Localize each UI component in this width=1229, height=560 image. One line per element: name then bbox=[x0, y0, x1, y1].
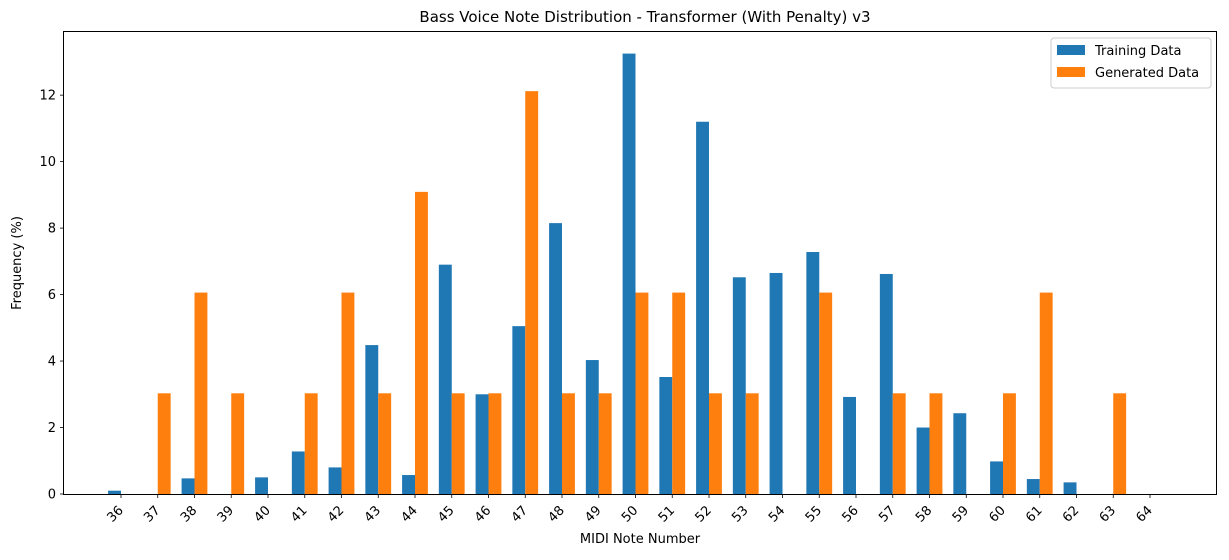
x-tick-label: 43 bbox=[362, 503, 384, 525]
bar-training-data-46 bbox=[475, 394, 489, 494]
bar-generated-data-39 bbox=[231, 393, 245, 494]
legend-label-training: Training Data bbox=[1094, 44, 1181, 59]
y-tick-label: 8 bbox=[48, 222, 56, 237]
bar-training-data-38 bbox=[181, 478, 195, 494]
bar-training-data-43 bbox=[365, 345, 379, 494]
x-tick-label: 56 bbox=[840, 503, 862, 525]
y-axis-label: Frequency (%) bbox=[10, 216, 25, 310]
x-tick-label: 54 bbox=[766, 503, 788, 525]
y-tick-label: 4 bbox=[48, 355, 56, 370]
x-tick-label: 57 bbox=[876, 503, 898, 525]
y-axis-ticks: 0 2 4 6 8 10 12 bbox=[39, 89, 64, 503]
legend-swatch-generated bbox=[1057, 67, 1085, 77]
bar-generated-data-37 bbox=[157, 393, 171, 494]
x-tick-label: 58 bbox=[913, 503, 935, 525]
bar-generated-data-60 bbox=[1003, 393, 1016, 494]
x-tick-label: 61 bbox=[1023, 503, 1045, 525]
x-axis-label: MIDI Note Number bbox=[580, 532, 701, 547]
bar-training-data-59 bbox=[953, 413, 967, 494]
bar-generated-data-61 bbox=[1039, 292, 1053, 494]
legend-swatch-training bbox=[1057, 45, 1085, 55]
bar-training-data-47 bbox=[512, 326, 526, 494]
x-tick-label: 44 bbox=[399, 503, 421, 525]
bar-training-data-62 bbox=[1063, 482, 1077, 494]
x-tick-label: 39 bbox=[215, 503, 237, 525]
bar-generated-data-57 bbox=[892, 393, 906, 494]
x-tick-label: 41 bbox=[288, 503, 310, 525]
bar-training-data-57 bbox=[879, 273, 893, 494]
y-tick-label: 10 bbox=[39, 155, 56, 170]
bar-generated-data-43 bbox=[378, 393, 392, 494]
x-tick-label: 59 bbox=[950, 503, 972, 525]
bar-generated-data-46 bbox=[488, 393, 502, 494]
x-axis-ticks: 36 37 38 39 40 41 42 43 44 45 46 47 48 49 50 51 52 53 54 55… bbox=[105, 494, 1156, 526]
x-tick-label: 63 bbox=[1097, 503, 1119, 525]
bar-generated-data-52 bbox=[709, 393, 722, 494]
bar-generated-data-51 bbox=[672, 292, 686, 494]
bar-training-data-55 bbox=[806, 252, 820, 494]
x-tick-label: 60 bbox=[987, 503, 1009, 525]
x-tick-label: 47 bbox=[509, 503, 531, 525]
bar-generated-data-50 bbox=[635, 292, 649, 494]
x-tick-label: 64 bbox=[1134, 503, 1156, 525]
bar-training-data-36 bbox=[108, 490, 121, 494]
legend-box bbox=[1050, 37, 1212, 89]
bar-training-data-51 bbox=[659, 377, 673, 494]
bar-generated-data-47 bbox=[525, 91, 539, 494]
bar-training-data-45 bbox=[438, 264, 452, 494]
legend: Training Data Generated Data bbox=[1050, 37, 1212, 89]
bar-training-data-58 bbox=[916, 427, 930, 494]
x-tick-label: 36 bbox=[105, 503, 127, 525]
x-tick-label: 48 bbox=[546, 503, 568, 525]
bar-training-data-40 bbox=[255, 477, 268, 494]
legend-label-generated: Generated Data bbox=[1095, 66, 1199, 81]
bar-training-data-54 bbox=[769, 272, 783, 494]
bar-training-data-49 bbox=[585, 360, 599, 494]
bar-generated-data-53 bbox=[745, 393, 759, 494]
y-tick-label: 0 bbox=[48, 488, 56, 503]
bar-generated-data-45 bbox=[451, 393, 465, 494]
bar-training-data-41 bbox=[291, 451, 305, 494]
bar-training-data-52 bbox=[696, 121, 709, 495]
bar-training-data-50 bbox=[622, 53, 636, 494]
x-tick-label: 50 bbox=[619, 503, 641, 525]
x-tick-label: 37 bbox=[141, 503, 163, 525]
bar-training-data-42 bbox=[328, 467, 342, 494]
bar-generated-data-41 bbox=[304, 393, 318, 494]
x-tick-label: 46 bbox=[472, 503, 494, 525]
x-tick-label: 42 bbox=[325, 503, 347, 525]
y-tick-label: 12 bbox=[39, 89, 56, 104]
bar-generated-data-38 bbox=[194, 292, 208, 494]
bar-generated-data-44 bbox=[415, 191, 428, 494]
plot-frame bbox=[63, 31, 1217, 495]
bar-training-data-48 bbox=[549, 223, 562, 494]
bar-generated-data-55 bbox=[819, 292, 833, 494]
bars-group bbox=[108, 53, 1127, 495]
chart-title: Bass Voice Note Distribution - Transform… bbox=[419, 8, 870, 26]
x-tick-label: 52 bbox=[693, 503, 715, 525]
bar-generated-data-48 bbox=[562, 393, 575, 494]
y-tick-label: 6 bbox=[48, 288, 56, 303]
x-tick-label: 62 bbox=[1060, 503, 1082, 525]
x-tick-label: 53 bbox=[729, 503, 751, 525]
x-tick-label: 45 bbox=[435, 503, 457, 525]
bar-training-data-53 bbox=[732, 277, 746, 494]
bar-training-data-60 bbox=[990, 461, 1003, 494]
x-tick-label: 55 bbox=[803, 503, 825, 525]
bar-generated-data-58 bbox=[929, 393, 943, 494]
x-tick-label: 40 bbox=[252, 503, 274, 525]
bar-generated-data-49 bbox=[598, 393, 612, 494]
x-tick-label: 49 bbox=[582, 503, 604, 525]
bar-training-data-61 bbox=[1026, 479, 1040, 494]
x-tick-label: 38 bbox=[178, 503, 200, 525]
bar-training-data-44 bbox=[402, 475, 415, 494]
y-tick-label: 2 bbox=[48, 421, 56, 436]
x-tick-label: 51 bbox=[656, 503, 678, 525]
bar-generated-data-42 bbox=[341, 292, 355, 494]
bar-training-data-56 bbox=[843, 396, 856, 494]
bar-generated-data-63 bbox=[1113, 393, 1127, 494]
